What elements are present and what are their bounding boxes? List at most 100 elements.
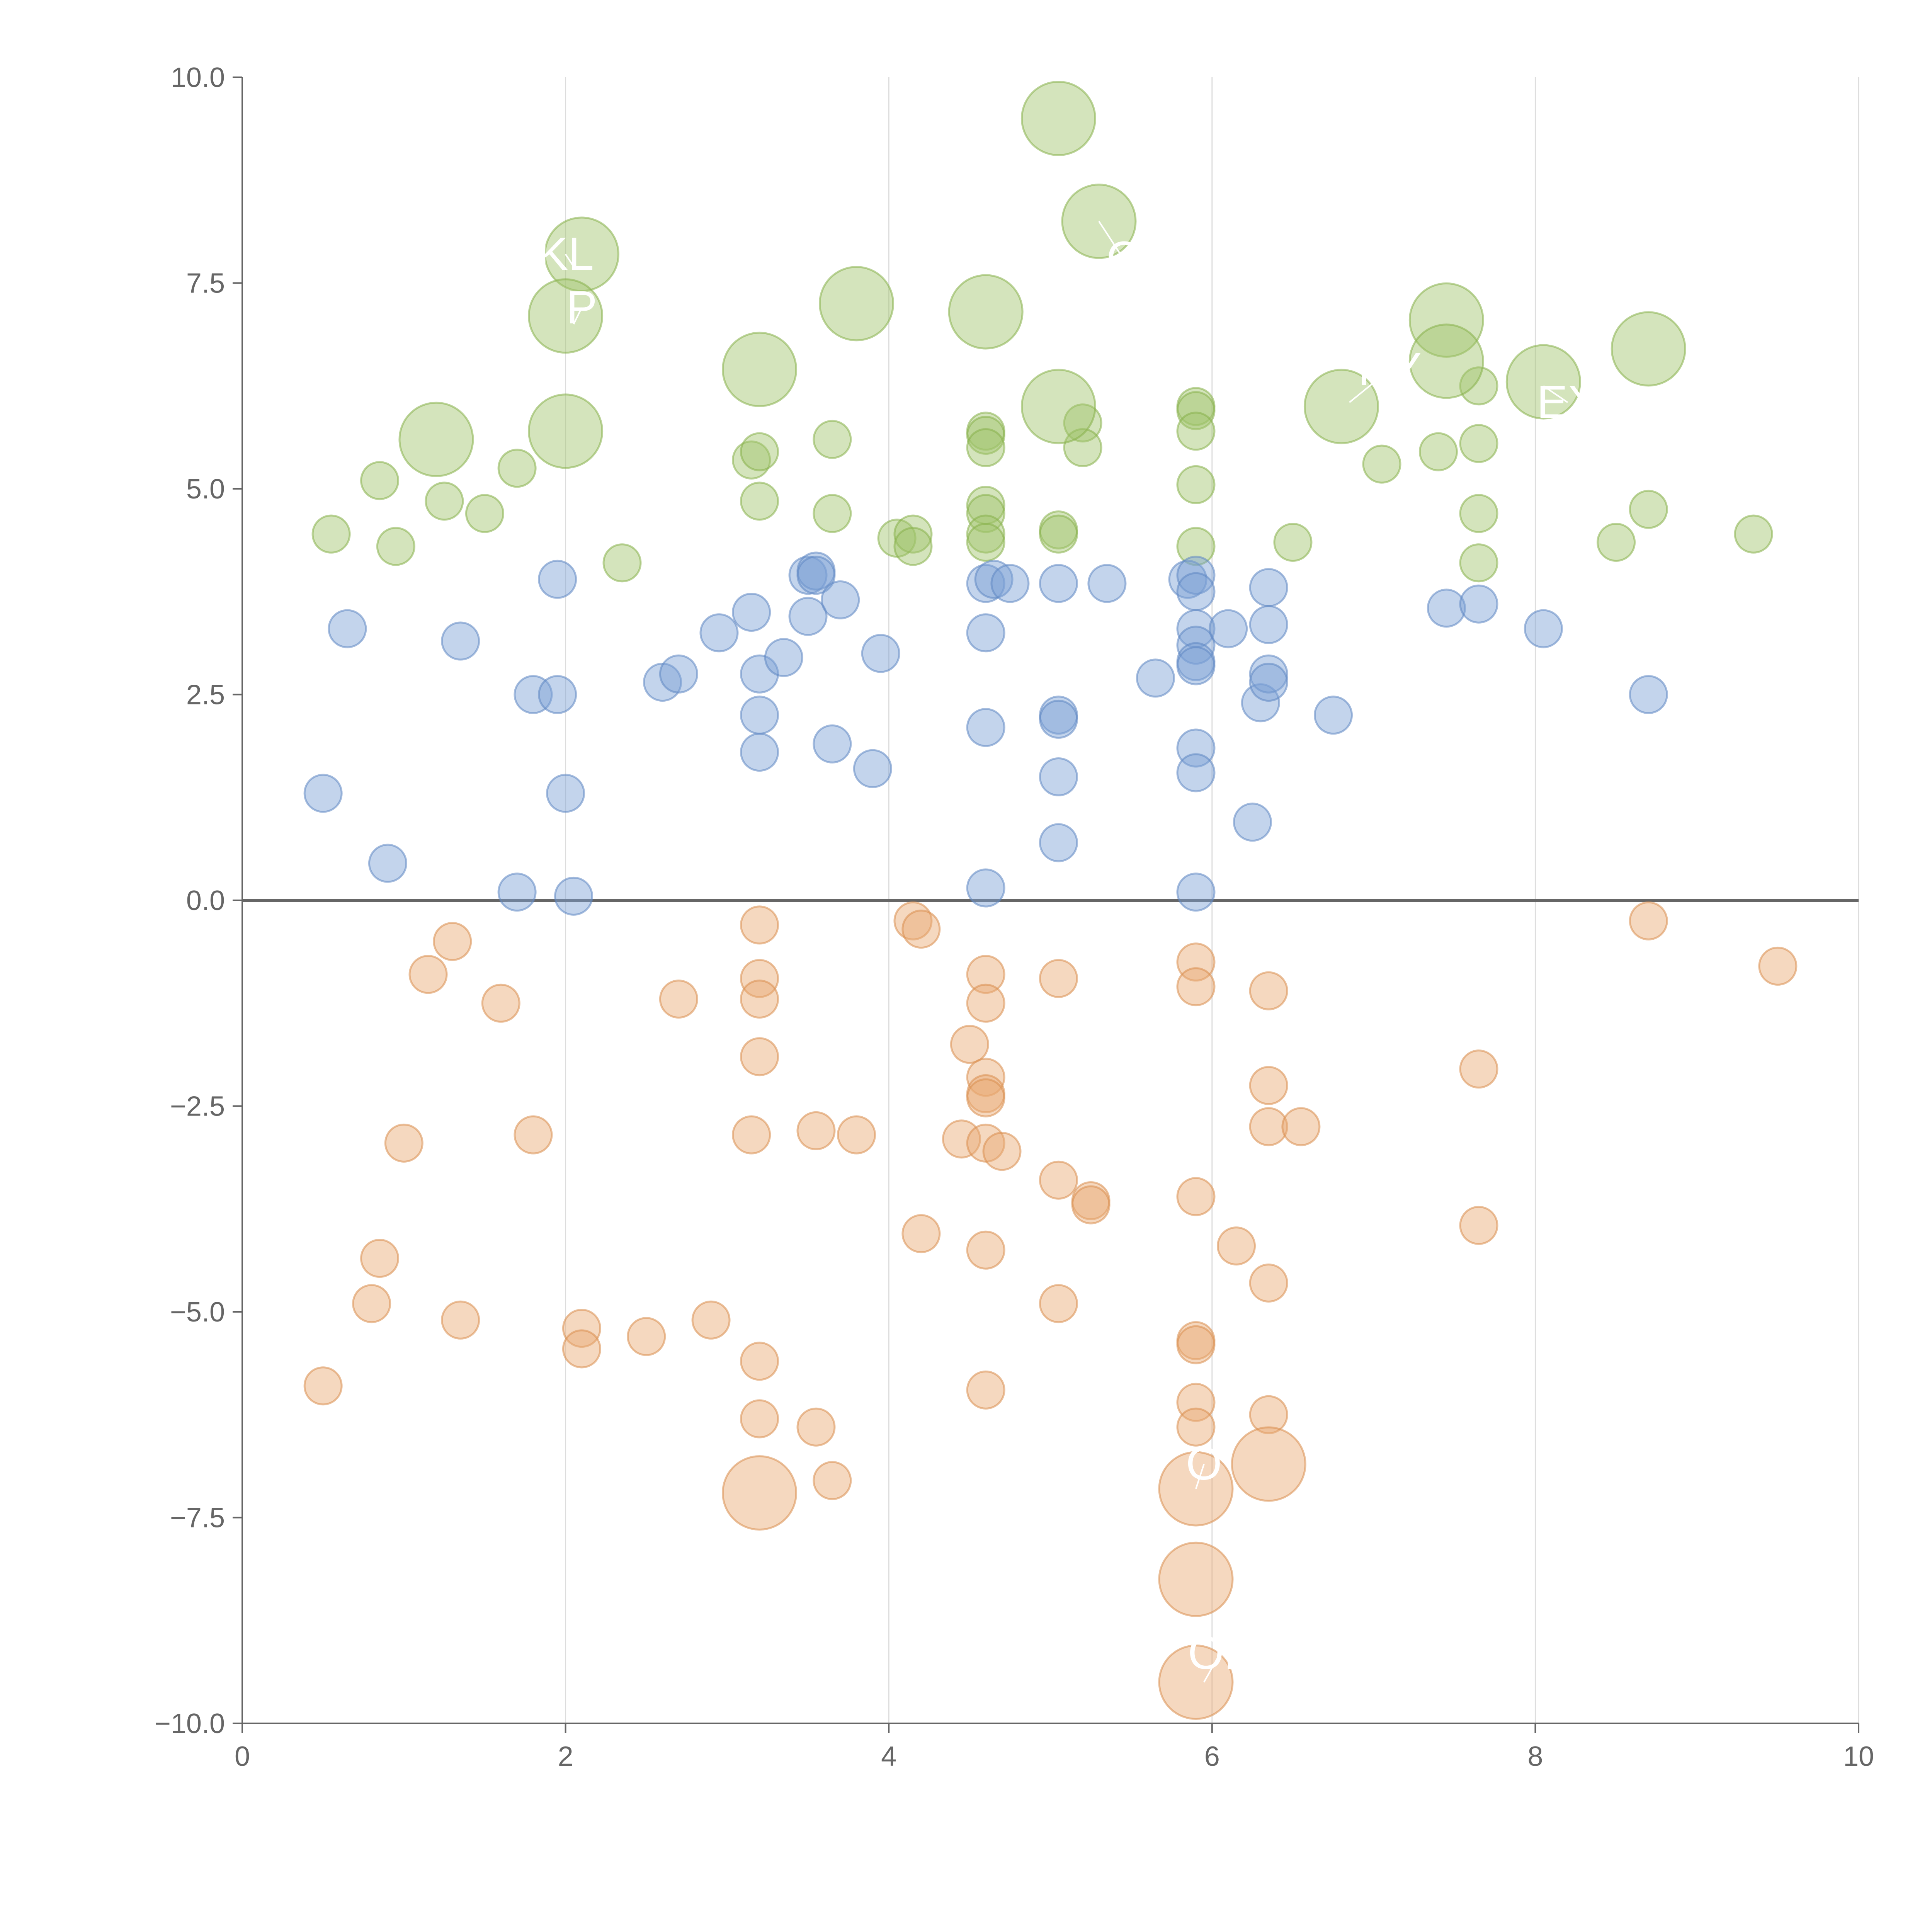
blue-point [554, 876, 594, 916]
orange-point [433, 922, 472, 961]
blue-point [1314, 696, 1353, 735]
blue-point [861, 634, 900, 673]
green-point [1505, 344, 1581, 420]
green-point [1459, 494, 1498, 533]
blue-point [1176, 872, 1216, 912]
blue-point [966, 613, 1005, 653]
orange-point [950, 1025, 989, 1064]
blue-point [514, 675, 553, 714]
blue-point [974, 560, 1014, 599]
green-point [1459, 424, 1498, 463]
x-tick-label: 0 [235, 1741, 250, 1772]
orange-point [481, 983, 520, 1023]
orange-point [966, 1230, 1005, 1270]
blue-point [1176, 556, 1216, 595]
blue-point [966, 708, 1005, 747]
green-point [893, 527, 933, 566]
annotation-label: O [1186, 1438, 1222, 1490]
orange-point [441, 1300, 480, 1340]
green-point [398, 401, 474, 477]
orange-point [740, 1037, 779, 1077]
orange-point [740, 959, 779, 998]
orange-point [893, 901, 933, 940]
orange-point [352, 1284, 391, 1323]
green-point [311, 514, 351, 554]
orange-point [1217, 1226, 1256, 1266]
x-tick-label: 2 [558, 1741, 573, 1772]
orange-point [1249, 1395, 1288, 1434]
orange-point [1039, 1284, 1078, 1323]
orange-point [901, 910, 941, 949]
orange-point [966, 1370, 1005, 1410]
orange-point [740, 905, 779, 945]
green-point [544, 216, 619, 292]
blue-point [699, 613, 739, 653]
orange-point [1039, 959, 1078, 998]
green-point [722, 332, 798, 407]
orange-point [303, 1366, 343, 1406]
green-point [425, 481, 464, 521]
orange-point [796, 1407, 836, 1447]
orange-point [1071, 1185, 1111, 1225]
annotations: KLP EX RY C O OF [537, 221, 1599, 1683]
green-point [813, 420, 852, 459]
annotation-label: P [566, 281, 597, 333]
orange-point [722, 1455, 798, 1531]
y-tick-label: −7.5 [170, 1503, 225, 1534]
orange-point [901, 1214, 941, 1253]
green-point [465, 494, 504, 533]
green-point [813, 494, 852, 533]
blue-point [740, 733, 779, 772]
orange-point [1459, 1206, 1498, 1245]
green-point [1273, 522, 1313, 562]
orange-point [514, 1115, 553, 1155]
y-tick-label: −10.0 [155, 1708, 225, 1739]
green-point [497, 449, 537, 488]
blue-point [497, 872, 537, 912]
orange-point [408, 955, 448, 994]
orange-point [384, 1123, 423, 1163]
orange-point [966, 1058, 1005, 1097]
x-tick-label: 10 [1843, 1741, 1874, 1772]
green-point [1362, 444, 1401, 484]
y-tick-label: 2.5 [186, 680, 225, 711]
green-point [1020, 81, 1096, 156]
annotation-leader-line [1098, 221, 1124, 259]
blue-point [1459, 584, 1498, 624]
annotation-leader-line [1543, 385, 1568, 403]
green-point [376, 527, 415, 566]
blue-point [1209, 609, 1248, 648]
green-point [966, 416, 1005, 455]
green-point [1459, 366, 1498, 406]
green-point [528, 278, 604, 354]
orange-point [732, 1115, 771, 1155]
blue-point [538, 560, 577, 599]
orange-point [659, 980, 698, 1019]
blue-point [966, 868, 1005, 908]
orange-point [1039, 1160, 1078, 1200]
blue-point [1136, 658, 1175, 698]
blue-point [328, 609, 367, 648]
y-tick-label: 10.0 [171, 62, 225, 93]
y-tick-label: 0.0 [186, 885, 225, 916]
annotation-leader-line [573, 307, 583, 325]
blue-point [538, 675, 577, 714]
green-point [1176, 527, 1216, 566]
green-point [1303, 369, 1379, 444]
blue-point [1241, 683, 1280, 723]
blue-point [813, 724, 852, 764]
green-point [1176, 391, 1216, 430]
orange-point [813, 1461, 852, 1500]
annotation-label: EX [1537, 376, 1599, 428]
green-point [360, 461, 400, 500]
blue-point [1524, 609, 1563, 648]
blue-point [1427, 588, 1466, 628]
blue-point [303, 774, 343, 813]
data-points [303, 81, 1798, 1720]
green-point [966, 514, 1005, 554]
green-point [1020, 369, 1096, 444]
orange-point [966, 955, 1005, 994]
blue-point [764, 638, 803, 677]
blue-point [546, 774, 585, 813]
green-point [1408, 323, 1484, 399]
